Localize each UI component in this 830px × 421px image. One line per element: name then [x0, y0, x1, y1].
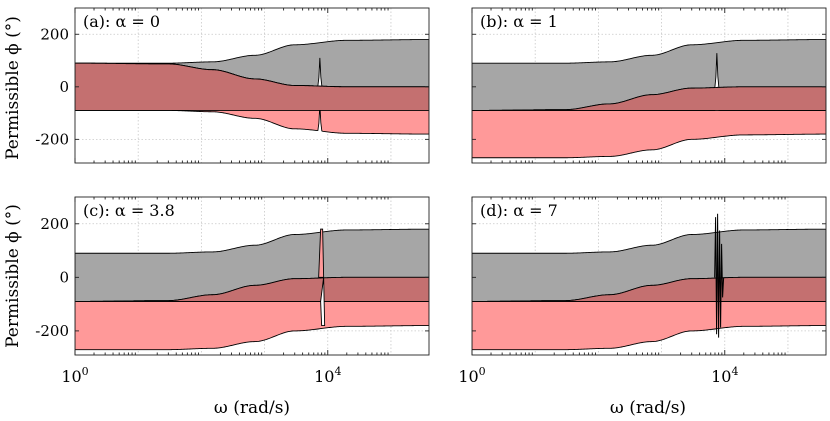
plot-area [75, 228, 429, 351]
series-red-band [472, 300, 826, 351]
axes-frame [74, 196, 430, 356]
y-tick-label: 200 [40, 25, 69, 43]
axes-frame [74, 7, 430, 164]
y-tick-label: 0 [59, 268, 69, 286]
y-axis-label-top: Permissible ϕ (°) [3, 16, 23, 160]
x-axis-label-left: ω (rad/s) [214, 398, 290, 418]
plot-area [472, 213, 826, 351]
series-overlap [472, 276, 826, 302]
series-red-band [75, 300, 429, 351]
y-tick-label: 200 [40, 215, 69, 233]
series-overlap [75, 276, 429, 302]
panel-a: 200 0 -200 (a): α = 0 [35, 7, 430, 164]
x-axis-label-right: ω (rad/s) [610, 398, 686, 418]
ticks [74, 8, 429, 163]
y-tick-label: -200 [35, 130, 69, 148]
oscillation-line [714, 213, 725, 338]
y-tick-label: 0 [59, 78, 69, 96]
y-tick-label: -200 [35, 322, 69, 340]
panel-title: (c): α = 3.8 [83, 201, 175, 220]
x-tick-label: 100 [458, 365, 485, 386]
panel-title: (b): α = 1 [480, 12, 558, 31]
ticks [471, 8, 826, 163]
ticks [74, 197, 429, 355]
series-overlap [472, 86, 826, 111]
plot-area [75, 39, 429, 135]
transition-gap [320, 277, 326, 326]
y-axis-label-bottom: Permissible ϕ (°) [3, 204, 23, 348]
series-overlap [75, 62, 429, 111]
axes-frame [471, 7, 827, 164]
ticks [471, 197, 826, 355]
panel-title: (a): α = 0 [83, 12, 160, 31]
plot-area [472, 39, 826, 159]
x-tick-label: 104 [711, 365, 738, 386]
x-tick-label: 104 [314, 365, 341, 386]
x-tick-label: 100 [61, 365, 88, 386]
transition-peak [318, 228, 325, 278]
axes-frame [471, 196, 827, 356]
panel-c: 200 0 -200 100 104 (c): α = 3.8 [35, 196, 430, 386]
panel-d: 100 104 (d): α = 7 [458, 196, 827, 386]
panel-title: (d): α = 7 [480, 201, 558, 220]
panel-b: (b): α = 1 [471, 7, 827, 164]
